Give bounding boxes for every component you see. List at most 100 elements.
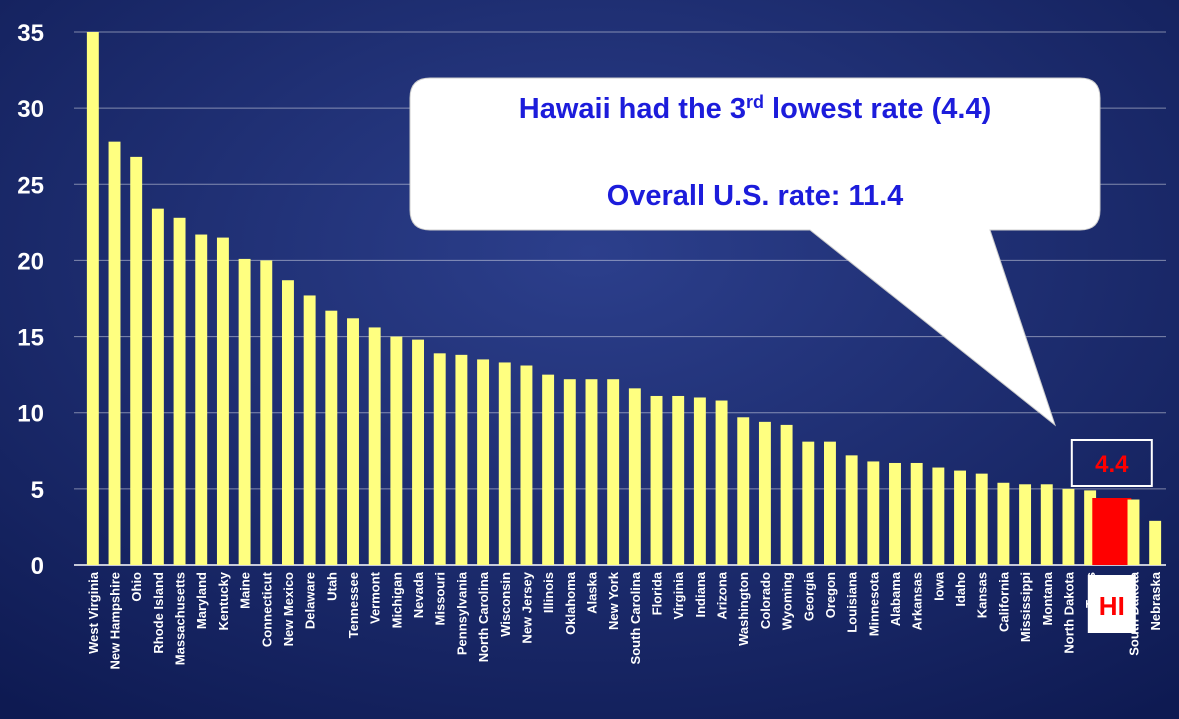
x-tick-label: Wisconsin: [498, 572, 513, 637]
y-tick-label: 20: [17, 248, 44, 275]
callout: [409, 77, 1101, 427]
x-tick-label: Mississippi: [1018, 572, 1033, 642]
bar: [455, 354, 468, 565]
x-tick-label: Iowa: [931, 571, 946, 601]
x-tick-label: Ohio: [129, 572, 144, 602]
bar: [303, 295, 316, 565]
annotation-part: Overall U.S. rate: 11.4: [607, 180, 904, 212]
bar: [737, 417, 750, 565]
x-tick-label: Pennsylvania: [454, 571, 469, 655]
y-tick-label: 35: [17, 20, 44, 47]
x-tick-label: Colorado: [758, 572, 773, 629]
highlight-bar: [1092, 497, 1132, 565]
x-tick-label: Missouri: [433, 572, 448, 625]
bar: [607, 379, 620, 565]
x-tick-label: Massachusetts: [173, 572, 188, 665]
bar: [195, 234, 208, 566]
x-tick-label: Idaho: [953, 572, 968, 607]
bar: [954, 470, 967, 565]
x-tick-label: Oklahoma: [563, 571, 578, 635]
bar: [823, 441, 836, 565]
bar: [433, 353, 446, 565]
x-tick-label: Florida: [650, 571, 665, 615]
bar: [238, 258, 251, 565]
bar: [672, 395, 685, 565]
bar: [477, 359, 490, 565]
annotation-part: rd: [746, 92, 764, 112]
x-tick-label: North Carolina: [476, 571, 491, 662]
y-tick-label: 10: [17, 401, 44, 428]
bar: [108, 141, 121, 565]
x-tick-label: Delaware: [303, 572, 318, 629]
bar: [910, 462, 923, 565]
x-tick-label: Vermont: [368, 571, 383, 624]
annotation: Overall U.S. rate: 11.4: [607, 180, 904, 212]
bar: [520, 365, 533, 565]
x-tick-label: Alabama: [888, 571, 903, 626]
annotation: Hawaii had the 3rd lowest rate (4.4): [519, 92, 991, 125]
bar: [715, 400, 728, 565]
x-tick-label: New York: [606, 571, 621, 630]
bar: [151, 208, 164, 565]
x-tick-label: Oregon: [823, 572, 838, 618]
bar: [281, 280, 294, 565]
bar: [932, 467, 945, 565]
bar: [563, 379, 576, 565]
x-tick-label: New Jersey: [519, 571, 534, 643]
bar: [260, 260, 273, 565]
bar: [758, 421, 771, 565]
x-tick-label: Louisiana: [845, 571, 860, 632]
x-tick-label: Michigan: [389, 572, 404, 628]
value-label-box: [1070, 438, 1153, 487]
x-tick-label: South Carolina: [628, 571, 643, 664]
x-tick-label: West Virginia: [86, 571, 101, 654]
x-tick-label: Rhode Island: [151, 572, 166, 654]
bar: [585, 379, 598, 565]
bar: [542, 374, 555, 565]
bar: [325, 310, 338, 565]
y-tick-label: 25: [17, 172, 44, 199]
x-tick-label: Arkansas: [910, 572, 925, 631]
bar: [1149, 520, 1162, 565]
x-tick-label: New Mexico: [281, 572, 296, 646]
x-tick-label: Nevada: [411, 571, 426, 618]
y-tick-label: 30: [17, 96, 44, 123]
bar: [975, 473, 988, 565]
bar: [693, 397, 706, 565]
x-tick-label: South Dakota: [1126, 571, 1141, 656]
category-box: [1087, 575, 1136, 633]
bar: [390, 336, 403, 565]
bar: [889, 462, 901, 565]
x-tick-label: New Hampshire: [108, 572, 123, 670]
x-tick-label: Arizona: [715, 571, 730, 619]
y-tick-label: 5: [31, 477, 44, 504]
x-tick-label: Connecticut: [259, 571, 274, 647]
bar: [845, 455, 858, 565]
bar: [368, 327, 381, 565]
x-tick-label: Maryland: [194, 572, 209, 629]
bar: [173, 217, 186, 565]
bar: [347, 318, 359, 565]
x-tick-label: Illinois: [541, 572, 556, 613]
x-tick-label: California: [996, 571, 1011, 632]
x-tick-label: North Dakota: [1061, 571, 1076, 653]
x-tick-label: HI: [1099, 591, 1125, 621]
bar: [802, 441, 815, 565]
x-tick-label: Utah: [324, 572, 339, 601]
x-tick-label: Alaska: [584, 571, 599, 614]
bar: [1084, 490, 1097, 565]
y-tick-label: 15: [17, 325, 44, 352]
x-tick-label: Minnesota: [866, 571, 881, 636]
x-tick-label: Kentucky: [216, 571, 231, 630]
bar: [997, 482, 1010, 565]
bar: [780, 424, 793, 565]
value-label: 4.4: [1095, 451, 1129, 478]
y-tick-label: 0: [31, 553, 44, 580]
bar: [412, 339, 425, 565]
bar: [628, 388, 641, 565]
bar: [498, 362, 511, 565]
annotation-part: lowest rate (4.4): [764, 93, 991, 125]
bar: [1019, 484, 1032, 565]
x-tick-label: Wyoming: [780, 572, 795, 630]
